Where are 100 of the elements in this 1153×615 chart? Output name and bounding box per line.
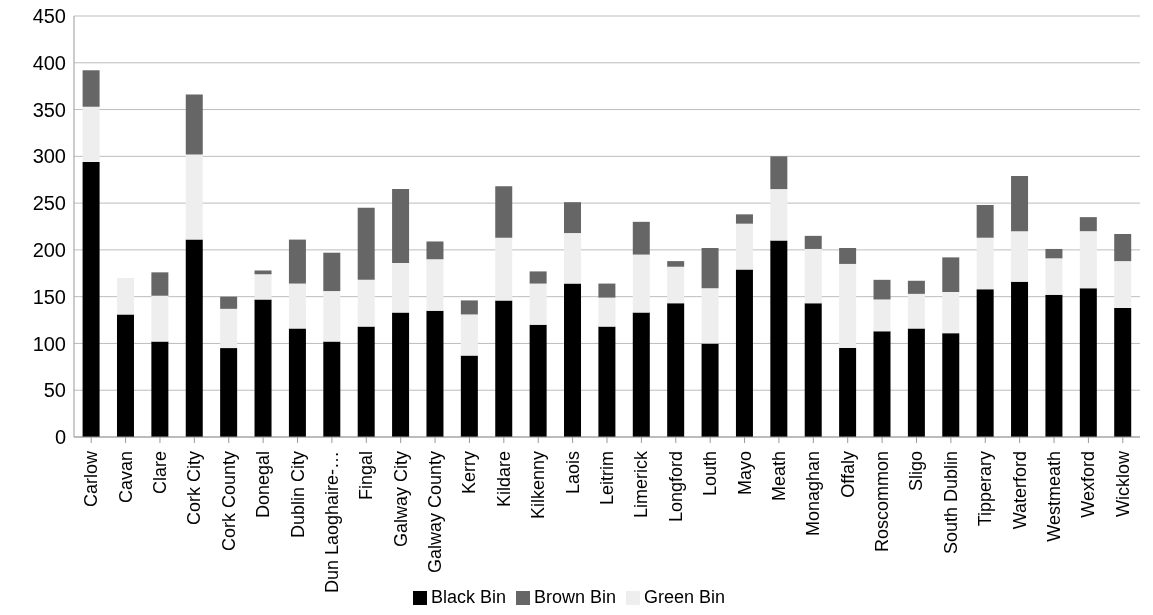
x-tick-label: Carlow: [81, 450, 102, 508]
bar: [185, 94, 203, 155]
bar: [839, 348, 857, 437]
x-tick-label: Offaly: [837, 451, 858, 498]
x-tick-label: Donegal: [253, 451, 274, 519]
bar: [942, 333, 960, 437]
legend-label: Green Bin: [644, 587, 726, 607]
bar: [942, 291, 960, 334]
bar: [735, 214, 753, 224]
bar: [598, 297, 616, 327]
x-tick-label: Waterford: [1009, 451, 1030, 530]
bar: [116, 314, 134, 437]
bar: [1011, 175, 1029, 232]
y-tick-label: 300: [32, 145, 66, 168]
bar: [392, 262, 410, 313]
y-tick-label: 150: [32, 285, 66, 308]
bar: [564, 202, 582, 234]
bar: [82, 70, 100, 107]
bar: [1114, 233, 1132, 262]
y-tick-label: 0: [54, 426, 66, 449]
y-tick-label: 200: [32, 238, 66, 261]
x-tick-label: Mayo: [734, 451, 755, 496]
bar: [735, 269, 753, 437]
bar: [151, 341, 169, 437]
bar: [529, 271, 547, 284]
bar: [495, 237, 513, 301]
bar: [804, 235, 822, 249]
bar: [460, 300, 478, 315]
bar: [426, 310, 444, 437]
bar: [254, 274, 272, 300]
bar: [1114, 261, 1132, 308]
bar: [907, 293, 925, 329]
bar: [151, 272, 169, 296]
x-tick-label: Leitrim: [597, 451, 617, 506]
x-tick-label: Sligo: [906, 451, 927, 492]
bar: [770, 240, 788, 437]
bar: [460, 314, 478, 356]
x-tick-label: Kilkenny: [528, 451, 549, 520]
x-tick-label: South Dublin: [940, 451, 961, 555]
bar: [357, 207, 375, 280]
bar: [942, 257, 960, 292]
x-tick-label: Longford: [665, 451, 686, 523]
bar: [598, 326, 616, 437]
bar: [460, 355, 478, 437]
bar: [976, 289, 994, 437]
y-tick-label: 50: [43, 379, 66, 402]
bar: [632, 254, 650, 313]
bar: [323, 291, 341, 342]
bar: [632, 221, 650, 255]
x-tick-label: Louth: [700, 451, 721, 497]
bar: [426, 259, 444, 311]
x-tick-label: Fingal: [356, 451, 377, 501]
bar: [1045, 248, 1063, 259]
x-tick-label: Dun Laoghaire-…: [321, 451, 342, 594]
bar: [185, 239, 203, 437]
x-tick-label: Monaghan: [803, 451, 824, 537]
bar: [701, 343, 719, 437]
bar: [116, 277, 134, 315]
x-tick-label: Roscommon: [872, 451, 893, 553]
bar: [770, 156, 788, 190]
bar: [701, 248, 719, 289]
x-tick-label: Dublin City: [287, 451, 308, 539]
bar: [907, 328, 925, 437]
bar: [598, 283, 616, 298]
bar: [1011, 231, 1029, 282]
bar: [839, 248, 857, 264]
bar: [529, 283, 547, 325]
y-tick-label: 450: [32, 5, 66, 28]
bar: [804, 248, 822, 304]
bar: [976, 237, 994, 290]
y-tick-label: 250: [32, 192, 66, 215]
bar: [82, 161, 100, 437]
bar: [873, 279, 891, 300]
bar: [632, 312, 650, 437]
bar: [667, 303, 685, 437]
bar: [735, 223, 753, 270]
bar: [288, 328, 306, 437]
x-tick-label: Limerick: [631, 450, 652, 519]
bar: [185, 154, 203, 240]
bar: [667, 261, 685, 267]
bar: [976, 204, 994, 238]
bar: [529, 324, 547, 437]
x-tick-label: Cork County: [218, 451, 239, 552]
x-tick-label: Cavan: [115, 451, 136, 504]
bar: [323, 341, 341, 437]
bar: [151, 295, 169, 342]
bar: [392, 312, 410, 437]
bar: [667, 266, 685, 304]
x-tick-label: Wexford: [1078, 451, 1099, 518]
bar: [873, 299, 891, 332]
bar: [1045, 294, 1063, 437]
x-tick-label: Kerry: [459, 451, 480, 495]
x-tick-label: Kildare: [493, 451, 514, 508]
bar: [907, 280, 925, 294]
bar: [804, 303, 822, 437]
bar: [357, 326, 375, 437]
bar: [1079, 217, 1097, 232]
bar: [220, 308, 238, 349]
y-tick-label: 100: [32, 332, 66, 355]
bar: [1011, 281, 1029, 437]
